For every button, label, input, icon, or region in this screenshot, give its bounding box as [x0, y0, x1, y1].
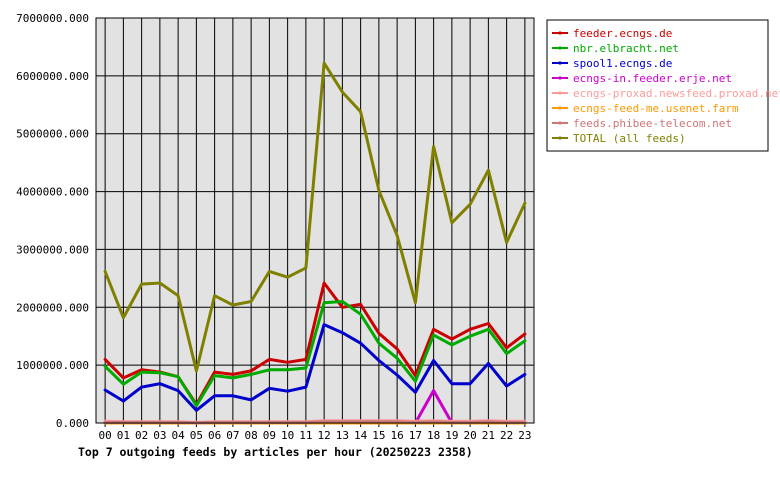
legend-swatch-marker [558, 91, 562, 95]
legend-box [546, 19, 769, 152]
gridlines [96, 18, 534, 427]
series-line-7 [103, 61, 527, 373]
x-tick-label: 22 [500, 429, 513, 442]
y-tick-label: 3000000.000 [16, 243, 89, 256]
y-tick-label: 6000000.000 [16, 70, 89, 83]
series-line-2 [103, 323, 527, 412]
x-tick-label: 12 [318, 429, 331, 442]
x-tick-label: 18 [427, 429, 440, 442]
x-tick-label: 02 [135, 429, 148, 442]
y-tick-label: 2000000.000 [16, 301, 89, 314]
x-tick-label: 23 [518, 429, 531, 442]
y-axis-tick-labels: 0.000 1000000.000 2000000.000 3000000.000 40… [16, 12, 89, 430]
x-tick-label: 15 [372, 429, 385, 442]
x-axis-tick-labels: 00 01 02 03 04 05 06 07 08 09 10 11 12 13 14 15 16 17 18 19… [99, 429, 532, 442]
x-tick-label: 01 [117, 429, 130, 442]
legend-label: TOTAL (all feeds) [573, 132, 686, 145]
legend-label: feeds.phibee-telecom.net [573, 117, 732, 130]
legend-label: ecngs-feed-me.usenet.farm [573, 102, 739, 115]
x-tick-label: 13 [336, 429, 349, 442]
x-tick-label: 20 [464, 429, 477, 442]
x-tick-label: 00 [99, 429, 112, 442]
legend-swatch-marker [558, 46, 562, 50]
legend-swatch-marker [558, 76, 562, 80]
chart-title: Top 7 outgoing feeds by articles per hou… [78, 445, 473, 459]
x-tick-label: 11 [299, 429, 312, 442]
legend: feeder.ecngs.de nbr.elbracht.net spool1.ec… [546, 19, 780, 152]
x-tick-label: 06 [208, 429, 221, 442]
legend-label: feeder.ecngs.de [573, 27, 672, 40]
legend-label: ecngs-proxad.newsfeed.proxad.net [573, 87, 780, 100]
legend-swatch-marker [558, 136, 562, 140]
y-tick-label: 5000000.000 [16, 128, 89, 141]
legend-swatch-marker [558, 106, 562, 110]
x-tick-label: 03 [153, 429, 166, 442]
x-tick-label: 08 [245, 429, 258, 442]
legend-label: spool1.ecngs.de [573, 57, 672, 70]
x-tick-label: 17 [409, 429, 422, 442]
legend-swatch-marker [558, 121, 562, 125]
plot-border [95, 17, 535, 424]
x-tick-label: 05 [190, 429, 203, 442]
legend-swatch-marker [558, 31, 562, 35]
x-tick-label: 07 [226, 429, 239, 442]
y-tick-label: 4000000.000 [16, 186, 89, 199]
y-tick-label: 1000000.000 [16, 359, 89, 372]
y-tick-label: 7000000.000 [16, 12, 89, 25]
x-tick-label: 16 [391, 429, 404, 442]
legend-label: nbr.elbracht.net [573, 42, 679, 55]
series-line-6 [103, 420, 527, 425]
x-tick-label: 09 [263, 429, 276, 442]
x-tick-label: 19 [445, 429, 458, 442]
x-tick-label: 10 [281, 429, 294, 442]
x-tick-label: 04 [172, 429, 186, 442]
legend-swatch-marker [558, 61, 562, 65]
x-tick-label: 21 [482, 429, 495, 442]
x-tick-label: 14 [354, 429, 368, 442]
series-line-1 [103, 300, 527, 408]
legend-label: ecngs-in.feeder.erje.net [573, 72, 732, 85]
plot-area [96, 18, 534, 423]
y-tick-label: 0.000 [56, 417, 89, 430]
